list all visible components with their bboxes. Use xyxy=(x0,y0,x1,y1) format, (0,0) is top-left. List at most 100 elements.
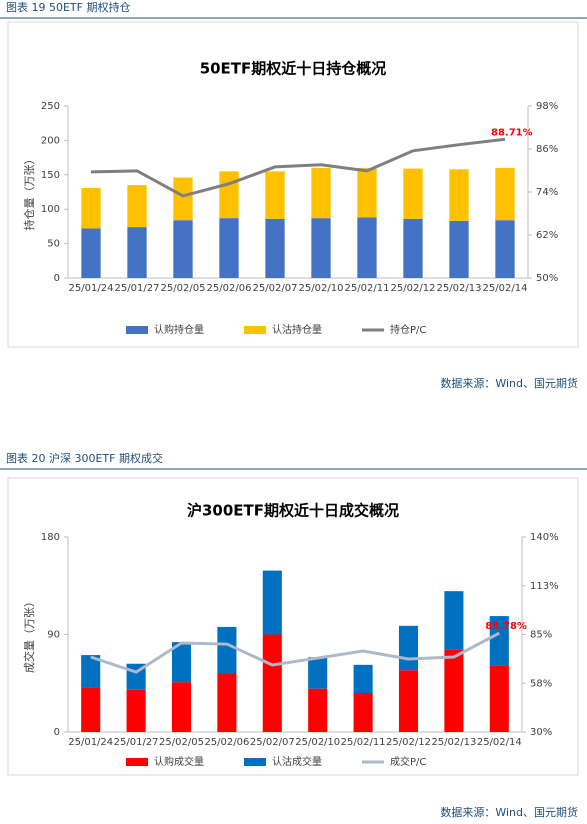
bar xyxy=(81,228,101,278)
bar xyxy=(265,218,285,278)
y2-tick-label: 74% xyxy=(536,187,558,198)
bar xyxy=(489,665,509,732)
y2-tick-label: 50% xyxy=(536,273,558,284)
legend-label: 认购持仓量 xyxy=(154,323,204,336)
x-tick-label: 25/02/06 xyxy=(207,283,252,294)
bar xyxy=(449,220,469,278)
bar xyxy=(127,185,147,228)
bar xyxy=(353,693,373,732)
y-tick-label: 50 xyxy=(47,239,60,250)
y2-tick-label: 113% xyxy=(530,581,559,592)
chart-title: 沪300ETF期权近十日成交概况 xyxy=(187,502,399,520)
bar xyxy=(444,649,464,732)
line-series xyxy=(90,631,500,674)
x-tick-label: 25/01/24 xyxy=(69,283,114,294)
bar xyxy=(311,218,331,278)
bar xyxy=(262,634,282,732)
x-tick-label: 25/02/13 xyxy=(431,737,476,748)
bar xyxy=(357,167,377,218)
x-tick-label: 25/02/05 xyxy=(159,737,204,748)
bar xyxy=(217,673,237,732)
x-tick-label: 25/02/10 xyxy=(299,283,344,294)
bar xyxy=(217,626,237,674)
chart-title: 50ETF期权近十日持仓概况 xyxy=(200,60,387,78)
bar xyxy=(171,642,192,683)
x-tick-label: 25/02/10 xyxy=(295,737,340,748)
bar xyxy=(353,664,373,693)
x-tick-label: 25/01/24 xyxy=(68,737,113,748)
x-tick-label: 25/01/27 xyxy=(114,737,159,748)
x-tick-label: 25/02/11 xyxy=(345,283,390,294)
bar xyxy=(444,591,464,650)
source-note: 数据来源：Wind、国元期货 xyxy=(440,805,578,819)
legend-label: 认沽持仓量 xyxy=(272,323,322,336)
y-axis-label: 持仓量（万张） xyxy=(22,154,36,231)
bar xyxy=(357,217,377,278)
legend-swatch xyxy=(126,758,148,766)
legend-swatch xyxy=(244,326,266,334)
bar xyxy=(311,167,331,219)
source-note: 数据来源：Wind、国元期货 xyxy=(440,376,578,390)
bar xyxy=(403,168,423,219)
y-tick-label: 100 xyxy=(41,204,60,215)
bar xyxy=(265,171,285,219)
chart-frame xyxy=(7,477,579,776)
y-axis-label: 成交量（万张） xyxy=(22,596,36,673)
bar xyxy=(398,670,419,732)
bar xyxy=(403,218,423,278)
x-tick-label: 25/02/14 xyxy=(477,737,522,748)
x-tick-label: 25/02/07 xyxy=(250,737,295,748)
y2-tick-label: 140% xyxy=(530,532,559,543)
bar xyxy=(81,687,101,732)
legend-swatch xyxy=(244,758,266,766)
y-tick-label: 150 xyxy=(41,170,60,181)
data-label: 85.78% xyxy=(485,621,527,632)
figure-caption: 图表 19 50ETF 期权持仓 xyxy=(6,0,130,14)
legend-label: 持仓P/C xyxy=(390,323,426,336)
bar xyxy=(126,689,146,732)
y2-tick-label: 85% xyxy=(530,630,552,641)
x-tick-label: 25/02/14 xyxy=(483,283,528,294)
bar xyxy=(127,227,147,278)
bar xyxy=(495,220,515,278)
bar xyxy=(308,688,328,732)
y-tick-label: 250 xyxy=(41,101,60,112)
y2-tick-label: 30% xyxy=(530,727,552,738)
legend-label: 成交P/C xyxy=(390,755,426,768)
chart-frame xyxy=(7,21,579,348)
y2-tick-label: 86% xyxy=(536,144,558,155)
legend-swatch xyxy=(126,326,148,334)
y-tick-label: 180 xyxy=(41,532,60,543)
x-tick-label: 25/02/12 xyxy=(391,283,436,294)
x-tick-label: 25/02/06 xyxy=(204,737,249,748)
figure-caption: 图表 20 沪深 300ETF 期权成交 xyxy=(6,451,163,465)
bar xyxy=(262,570,282,635)
bar xyxy=(449,169,469,221)
bar xyxy=(219,218,239,278)
bar xyxy=(219,171,239,219)
y2-tick-label: 98% xyxy=(536,101,558,112)
bar xyxy=(489,616,509,666)
x-tick-label: 25/02/12 xyxy=(386,737,431,748)
x-tick-label: 25/02/11 xyxy=(341,737,386,748)
bar xyxy=(495,167,515,221)
y2-tick-label: 62% xyxy=(536,230,558,241)
y-tick-label: 0 xyxy=(54,273,60,284)
x-tick-label: 25/02/13 xyxy=(437,283,482,294)
bar xyxy=(81,655,101,688)
x-tick-label: 25/02/07 xyxy=(253,283,298,294)
bar xyxy=(171,682,192,732)
y-tick-label: 200 xyxy=(41,135,60,146)
legend-label: 认购成交量 xyxy=(154,755,204,768)
bar xyxy=(173,220,193,278)
bar xyxy=(398,625,419,671)
y-tick-label: 90 xyxy=(47,630,60,641)
bar xyxy=(173,177,193,221)
bar xyxy=(308,657,328,689)
x-tick-label: 25/01/27 xyxy=(115,283,160,294)
y2-tick-label: 58% xyxy=(530,678,552,689)
legend-label: 认沽成交量 xyxy=(272,755,322,768)
line-series xyxy=(90,137,506,198)
